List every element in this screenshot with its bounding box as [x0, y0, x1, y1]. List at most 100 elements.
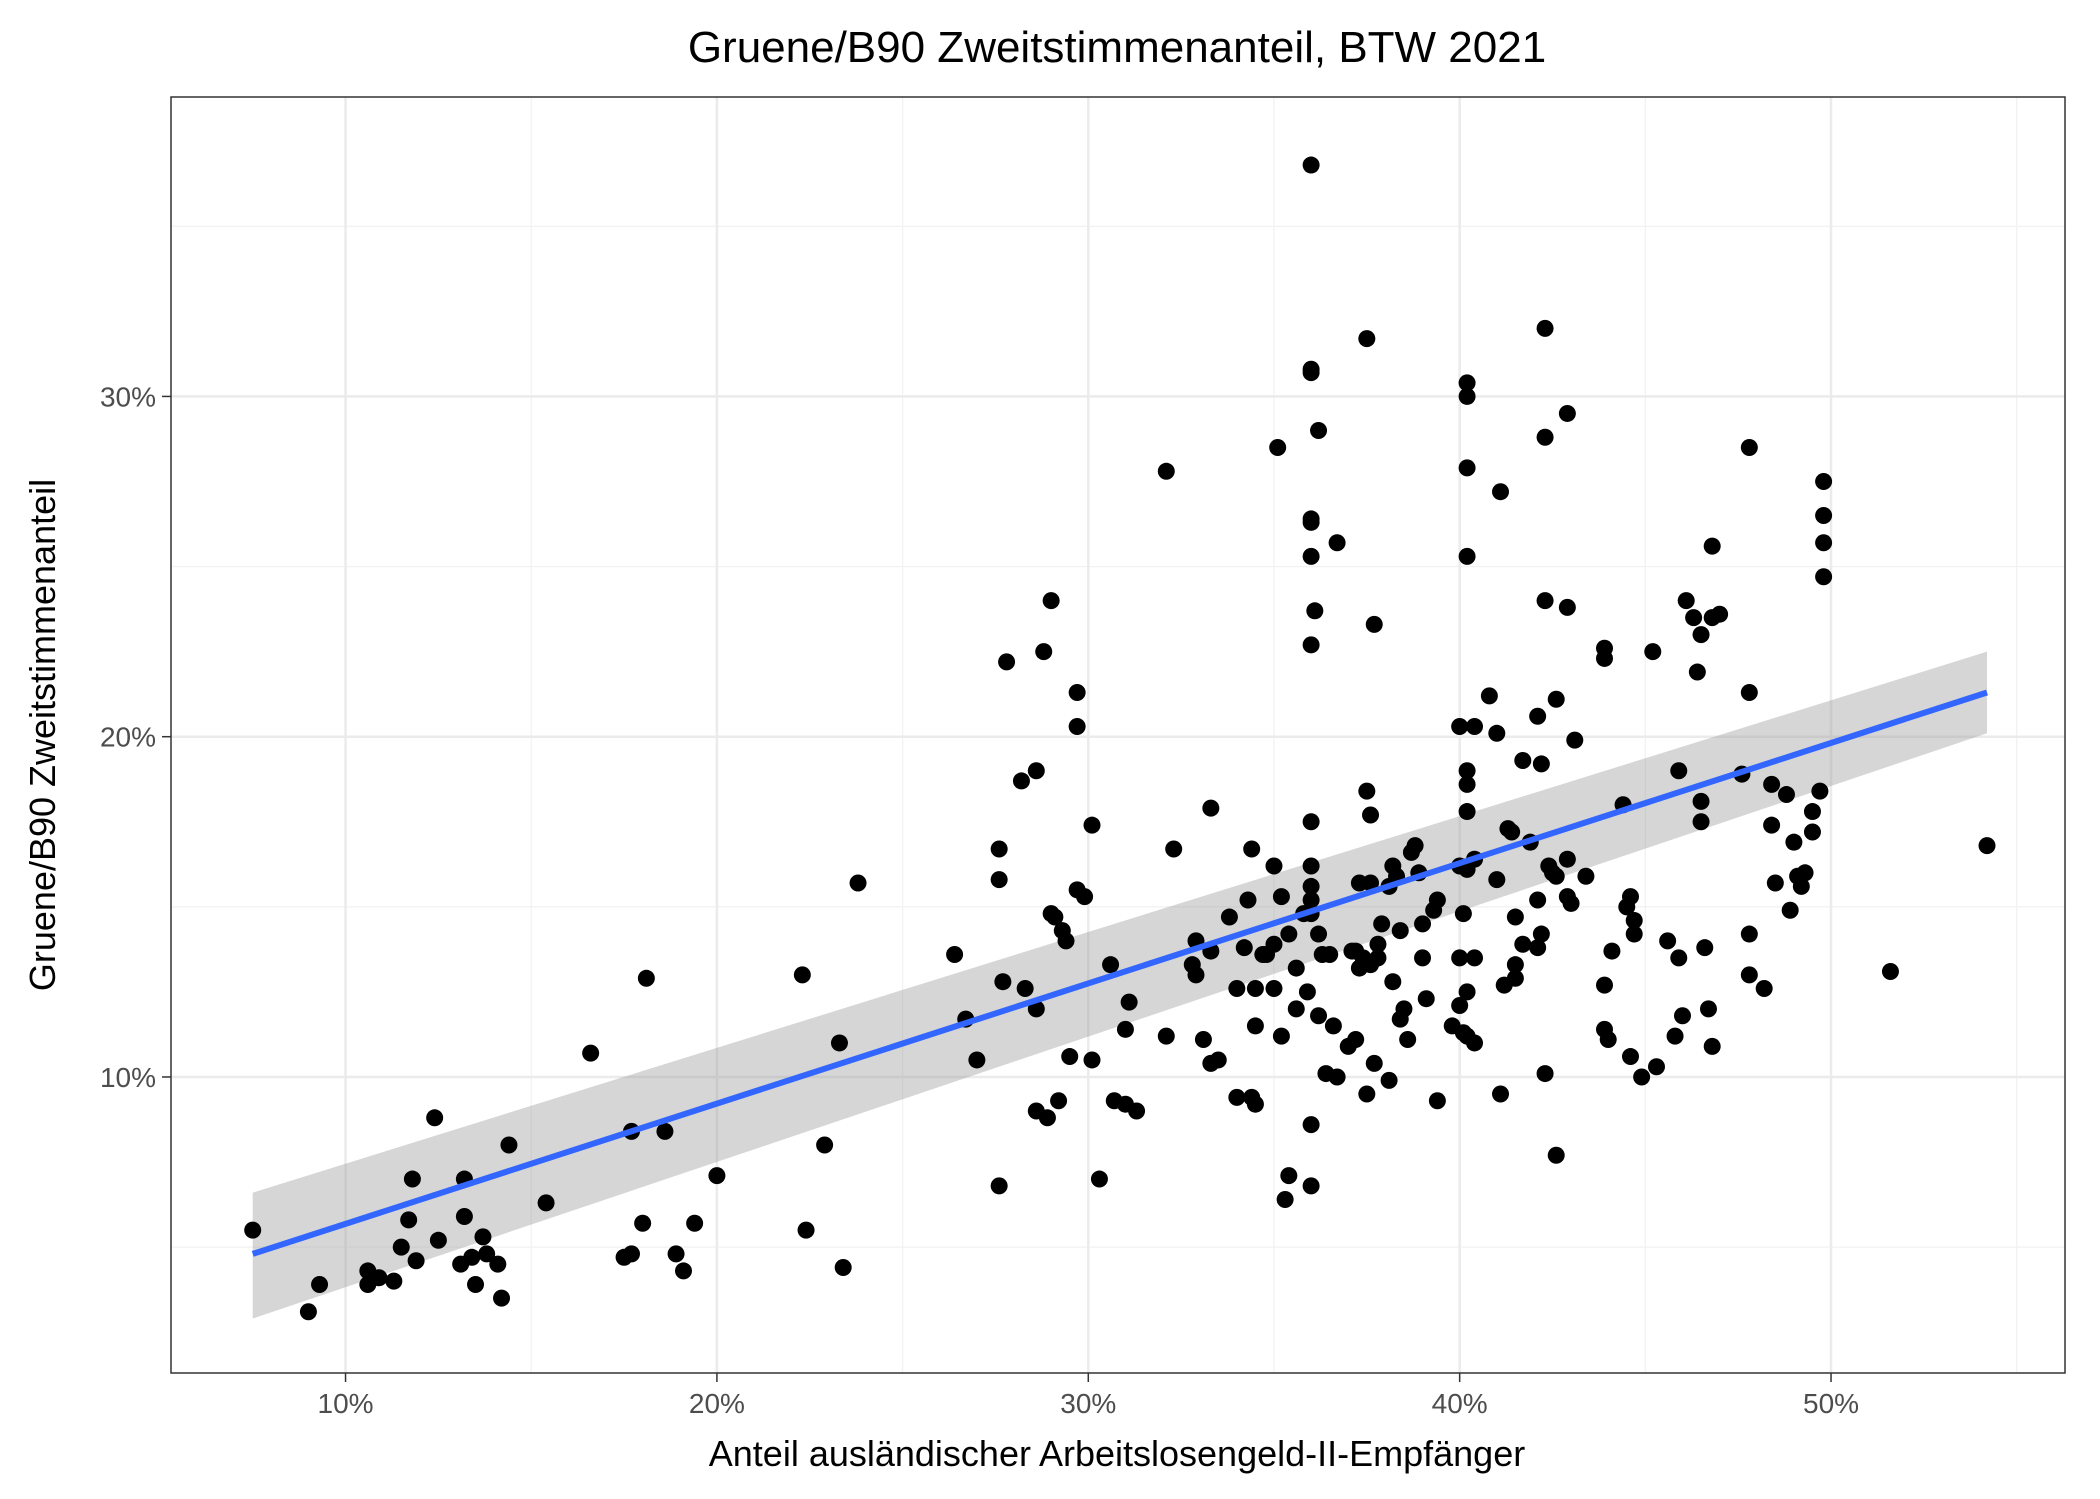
data-point [1165, 840, 1183, 858]
y-tick-label: 20% [100, 722, 156, 753]
data-point [1428, 891, 1446, 909]
data-point [1815, 507, 1833, 525]
data-point [1566, 731, 1584, 749]
data-point [463, 1248, 481, 1266]
data-point [1310, 1007, 1328, 1025]
data-point [407, 1252, 425, 1270]
data-point [998, 653, 1016, 671]
data-point [1740, 966, 1758, 984]
data-point [1763, 816, 1781, 834]
data-point [1102, 956, 1120, 974]
data-point [1358, 782, 1376, 800]
data-point [1272, 888, 1290, 906]
data-point [582, 1044, 600, 1062]
data-point [1428, 1092, 1446, 1110]
data-point [1310, 421, 1328, 439]
data-point [1202, 799, 1220, 817]
data-point [1414, 949, 1432, 967]
data-point [1466, 1034, 1484, 1052]
data-point [1688, 663, 1706, 681]
data-point [1506, 908, 1524, 926]
data-point [1373, 915, 1391, 933]
data-point [816, 1136, 834, 1154]
data-point [1269, 438, 1287, 456]
x-tick-label: 30% [1060, 1388, 1116, 1419]
data-point [1458, 762, 1476, 780]
panel-border [170, 96, 2066, 1374]
data-point [1503, 823, 1521, 841]
data-point [1414, 915, 1432, 933]
data-point [403, 1170, 421, 1188]
data-point [370, 1269, 388, 1287]
major-gridlines [171, 97, 2065, 1373]
data-point [1120, 993, 1138, 1011]
data-point [1599, 1031, 1617, 1049]
data-point [1458, 983, 1476, 1001]
data-point [1514, 752, 1532, 770]
data-point [1246, 1095, 1264, 1113]
data-point [1302, 364, 1320, 382]
data-point [1458, 374, 1476, 392]
data-point [1529, 707, 1547, 725]
data-point [1306, 602, 1324, 620]
data-point [1016, 979, 1034, 997]
data-point [385, 1272, 403, 1290]
data-point [1042, 592, 1060, 610]
data-point [1384, 973, 1402, 991]
data-point [1246, 1017, 1264, 1035]
data-point [1547, 1146, 1565, 1164]
x-tick-label: 10% [318, 1388, 374, 1419]
data-point [1644, 643, 1662, 661]
data-point [1595, 649, 1613, 667]
data-point [797, 1221, 815, 1239]
data-point [656, 1122, 674, 1140]
data-point [1265, 979, 1283, 997]
data-point [1399, 1031, 1417, 1049]
data-point [1692, 792, 1710, 810]
data-point [1302, 1177, 1320, 1195]
data-point [1673, 1007, 1691, 1025]
y-tick-label: 10% [100, 1062, 156, 1093]
data-point [1280, 925, 1298, 943]
data-point [244, 1221, 262, 1239]
data-point [311, 1276, 329, 1294]
data-point [1666, 1027, 1684, 1045]
data-point [1083, 1051, 1101, 1069]
data-point [1670, 949, 1688, 967]
data-point [1492, 483, 1510, 501]
data-point [1406, 837, 1424, 855]
y-axis: 10% 20% 30% [100, 381, 171, 1093]
x-tick-label: 50% [1803, 1388, 1859, 1419]
data-point [1302, 636, 1320, 654]
data-point [1035, 643, 1053, 661]
data-point [1577, 867, 1595, 885]
data-point [1302, 857, 1320, 875]
data-point [990, 871, 1008, 889]
data-point [1328, 1068, 1346, 1086]
data-point [1488, 724, 1506, 742]
data-point [1362, 806, 1380, 824]
data-point [1480, 687, 1498, 705]
data-point [1365, 615, 1383, 633]
data-point [1302, 513, 1320, 531]
data-point [1027, 762, 1045, 780]
data-point [830, 1034, 848, 1052]
data-point [1659, 932, 1677, 950]
data-point [1369, 949, 1387, 967]
data-point [1038, 1109, 1056, 1127]
data-point [400, 1211, 418, 1229]
data-point [1558, 598, 1576, 616]
data-point [1451, 717, 1469, 735]
data-point [1633, 1068, 1651, 1086]
y-tick-label: 30% [100, 381, 156, 412]
data-point [1696, 939, 1714, 957]
data-point [537, 1194, 555, 1212]
data-point [1061, 1048, 1079, 1066]
data-point [1050, 1092, 1068, 1110]
data-point [1157, 462, 1175, 480]
data-point [1321, 945, 1339, 963]
data-point [1358, 1085, 1376, 1103]
data-point [1692, 626, 1710, 644]
data-point [1239, 891, 1257, 909]
